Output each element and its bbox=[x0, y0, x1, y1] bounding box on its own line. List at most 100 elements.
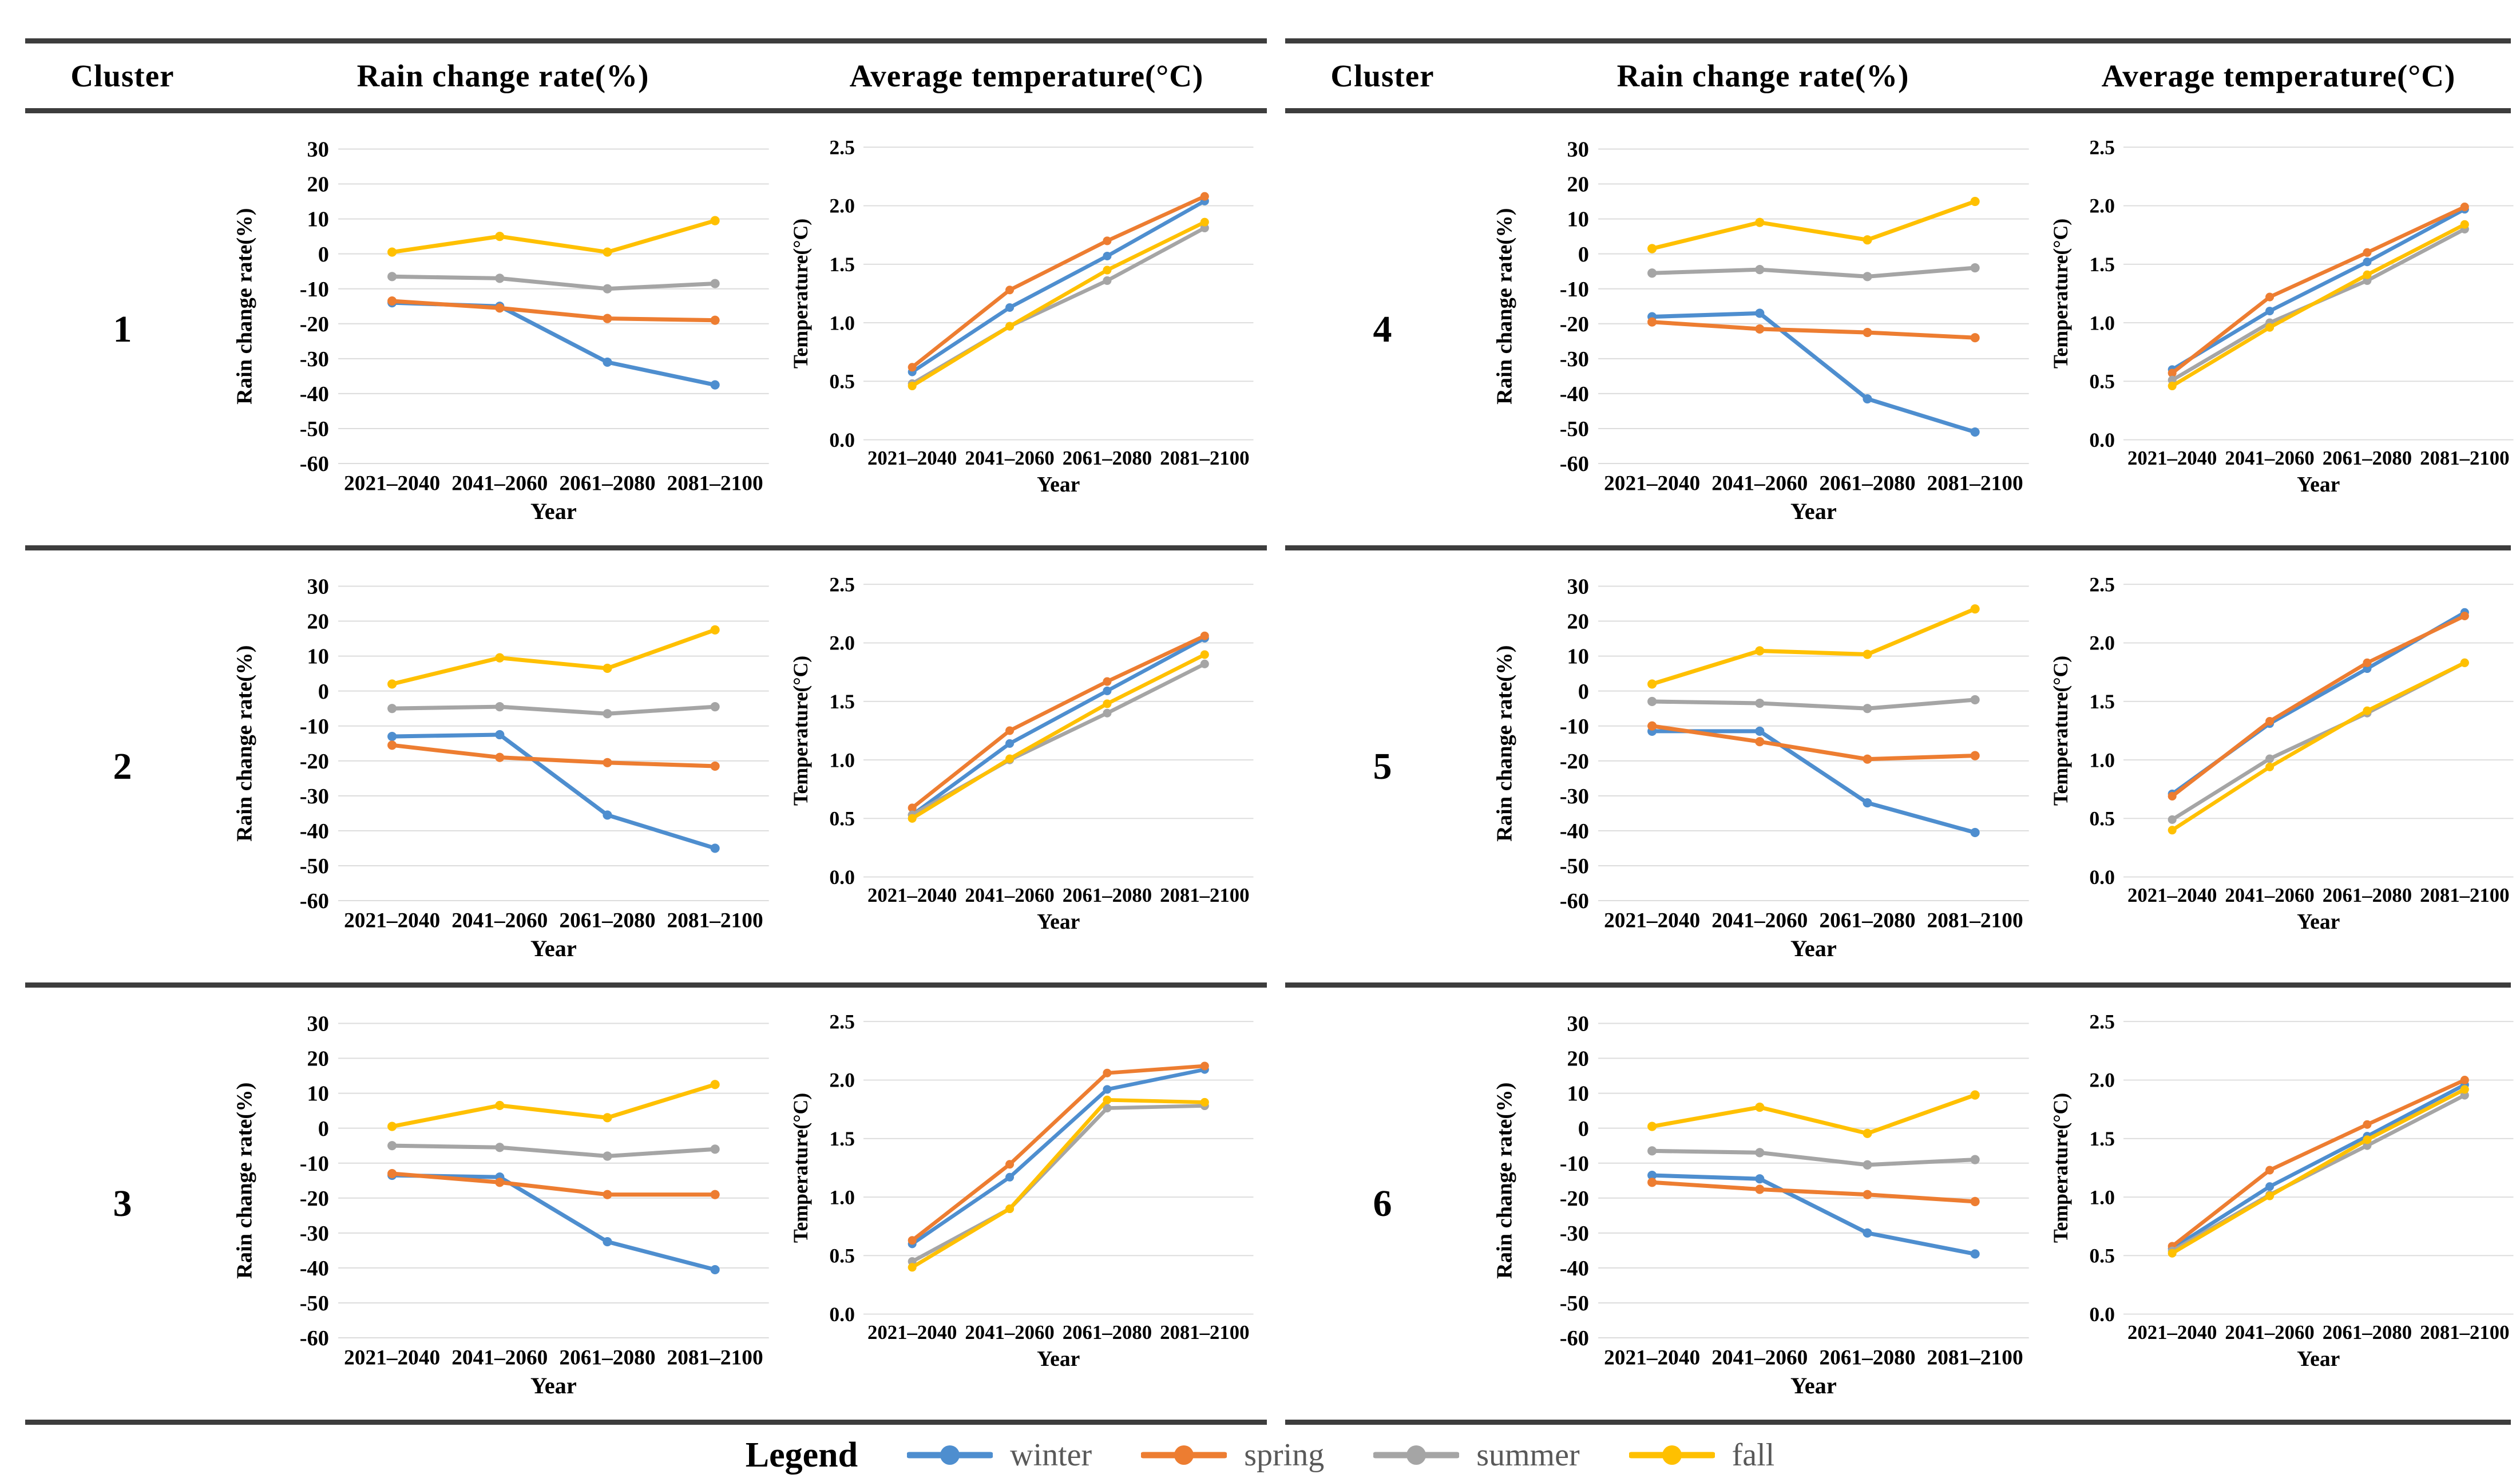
y-tick-label: -50 bbox=[1560, 417, 1589, 441]
winter-data-point bbox=[710, 843, 720, 853]
spring-data-point bbox=[2460, 1075, 2469, 1085]
fall-data-point bbox=[2460, 220, 2469, 229]
y-tick-label: -60 bbox=[300, 889, 329, 913]
y-tick-label: 10 bbox=[307, 208, 329, 232]
table-header-row: Cluster Rain change rate(%) Average temp… bbox=[1285, 43, 2511, 113]
y-tick-label: 2.5 bbox=[829, 1010, 855, 1033]
winter-data-point bbox=[1970, 1249, 1980, 1259]
spring-data-point bbox=[1647, 1178, 1657, 1187]
cluster-2-rain-chart-cell: -60 -50 -40 -30 -20 -10 0 10 20 30 2021–2040 2041–2… bbox=[220, 550, 786, 982]
summer-series-swatch-icon bbox=[1373, 1445, 1460, 1465]
x-tick-label: 2081–2100 bbox=[2420, 447, 2509, 469]
fall-data-point bbox=[495, 653, 505, 663]
y-tick-label: -30 bbox=[300, 784, 329, 809]
y-tick-label: -60 bbox=[300, 1326, 329, 1350]
temp-xaxis-title: Year bbox=[1037, 1348, 1080, 1371]
y-tick-label: -40 bbox=[300, 819, 329, 843]
x-tick-label: 2081–2100 bbox=[667, 471, 763, 495]
summer-data-point bbox=[1755, 1148, 1765, 1158]
x-tick-label: 2061–2080 bbox=[559, 1346, 655, 1369]
cluster-2-temp-chart: 0.0 0.5 1.0 1.5 2.0 2.5 2021–2040 2041–2060 2061… bbox=[789, 573, 1254, 934]
summer-data-point bbox=[495, 702, 505, 712]
spring-data-point bbox=[1755, 324, 1765, 334]
winter-data-point bbox=[1863, 394, 1872, 404]
y-tick-label: 2.5 bbox=[2089, 573, 2115, 596]
x-tick-label: 2021–2040 bbox=[2127, 884, 2217, 906]
y-tick-label: -40 bbox=[1560, 1257, 1589, 1281]
y-tick-label: 0.0 bbox=[829, 866, 855, 889]
spring-line bbox=[1650, 1180, 1978, 1204]
summer-data-point bbox=[1970, 263, 1980, 273]
winter-line bbox=[390, 732, 718, 850]
y-tick-label: 1.0 bbox=[2089, 311, 2115, 334]
rain-yaxis-title: Rain change rate(%) bbox=[233, 208, 257, 405]
winter-data-point bbox=[1103, 686, 1112, 695]
y-tick-label: -20 bbox=[300, 1187, 329, 1211]
x-tick-label: 2041–2060 bbox=[451, 1346, 548, 1369]
summer-data-point bbox=[1103, 708, 1112, 718]
x-tick-label: 2061–2080 bbox=[1063, 884, 1152, 906]
x-tick-label: 2061–2080 bbox=[2323, 1321, 2412, 1344]
x-tick-label: 2061–2080 bbox=[2323, 884, 2412, 906]
x-tick-label: 2021–2040 bbox=[344, 1346, 440, 1369]
header-cluster: Cluster bbox=[1330, 58, 1435, 93]
x-tick-label: 2041–2060 bbox=[965, 1321, 1054, 1344]
x-tick-label: 2081–2100 bbox=[1927, 1346, 2023, 1369]
temp-yaxis-title: Temperature(°C) bbox=[789, 656, 812, 806]
y-tick-label: 1.0 bbox=[2089, 748, 2115, 771]
y-tick-label: -20 bbox=[1560, 312, 1589, 336]
spring-data-point bbox=[1755, 737, 1765, 747]
spring-data-point bbox=[1200, 1061, 1209, 1071]
x-tick-label: 2021–2040 bbox=[867, 884, 957, 906]
y-tick-label: 0 bbox=[318, 680, 329, 704]
fall-data-point bbox=[603, 247, 612, 257]
fall-data-point bbox=[2168, 826, 2177, 835]
fall-data-point bbox=[387, 679, 397, 689]
y-tick-label: -60 bbox=[300, 452, 329, 476]
cluster-row-1: 1 -60 -50 -40 -30 -20 -10 0 10 20 30 2021–2040 2041–… bbox=[25, 113, 1267, 550]
y-tick-label: -20 bbox=[300, 312, 329, 336]
x-tick-label: 2081–2100 bbox=[1160, 1321, 1249, 1344]
spring-data-point bbox=[1970, 751, 1980, 760]
y-tick-label: 20 bbox=[307, 173, 329, 197]
legend-label-fall: fall bbox=[1731, 1437, 1775, 1473]
spring-data-point bbox=[603, 758, 612, 767]
fall-line bbox=[2170, 222, 2467, 388]
fall-line bbox=[390, 219, 718, 255]
legend-label-summer: summer bbox=[1476, 1437, 1580, 1473]
fall-data-point bbox=[1103, 699, 1112, 708]
y-tick-label: 30 bbox=[307, 138, 329, 162]
spring-line bbox=[1650, 320, 1978, 340]
spring-data-point bbox=[1755, 1184, 1765, 1194]
y-tick-label: -30 bbox=[1560, 1222, 1589, 1246]
winter-data-point bbox=[603, 810, 612, 820]
fall-line bbox=[1650, 607, 1978, 686]
y-tick-label: -30 bbox=[1560, 784, 1589, 809]
fall-data-point bbox=[1200, 650, 1209, 659]
spring-line bbox=[910, 194, 1207, 370]
y-tick-label: -60 bbox=[1560, 452, 1589, 476]
y-tick-label: 20 bbox=[1567, 610, 1589, 634]
summer-line bbox=[1650, 1148, 1978, 1167]
y-tick-label: 0.5 bbox=[829, 1245, 855, 1267]
spring-data-point bbox=[1005, 286, 1015, 295]
spring-line bbox=[910, 1064, 1207, 1243]
fall-data-point bbox=[908, 1263, 917, 1272]
y-tick-label: -50 bbox=[1560, 1291, 1589, 1315]
fall-data-point bbox=[710, 625, 720, 635]
spring-data-point bbox=[387, 296, 397, 306]
x-tick-label: 2041–2060 bbox=[2225, 447, 2314, 469]
y-tick-label: 1.5 bbox=[829, 690, 855, 713]
winter-data-point bbox=[1863, 1228, 1872, 1238]
cluster-4-rain-chart-cell: -60 -50 -40 -30 -20 -10 0 10 20 30 2021–2040 2041–2… bbox=[1480, 113, 2046, 545]
y-tick-label: 2.0 bbox=[2089, 632, 2115, 655]
x-tick-label: 2021–2040 bbox=[344, 471, 440, 495]
y-tick-label: 2.0 bbox=[2089, 195, 2115, 217]
x-tick-label: 2041–2060 bbox=[451, 909, 548, 932]
winter-data-point bbox=[603, 1237, 612, 1247]
fall-line bbox=[2170, 660, 2467, 833]
y-tick-label: 10 bbox=[1567, 645, 1589, 669]
table-body-right: 4 -60 -50 -40 -30 -20 -10 0 10 20 30 2021–2040 2041–… bbox=[1285, 113, 2514, 1425]
spring-series-swatch-icon bbox=[1141, 1445, 1227, 1465]
spring-data-point bbox=[2168, 368, 2177, 378]
